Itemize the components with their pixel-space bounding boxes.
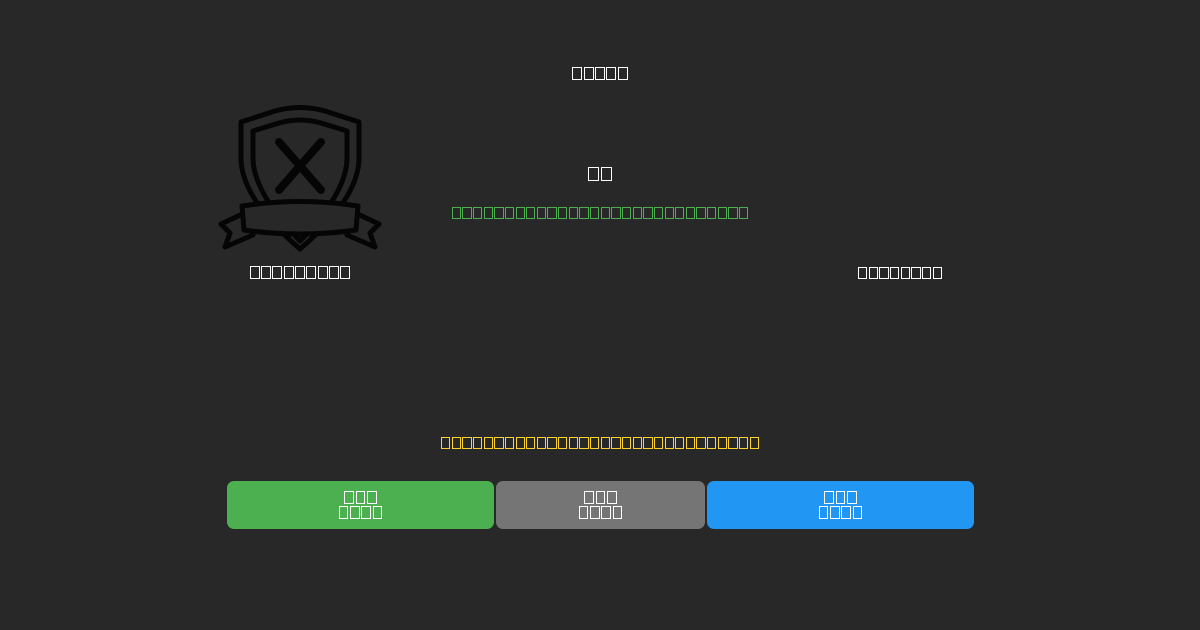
status-message: [0, 204, 1200, 222]
button-label-line1: [343, 490, 377, 505]
gray-action-button[interactable]: [496, 481, 705, 529]
green-action-button[interactable]: [227, 481, 494, 529]
button-label-line2: [578, 505, 623, 520]
blue-action-button[interactable]: [707, 481, 974, 529]
action-button-row: [227, 481, 974, 529]
button-label-line1: [823, 490, 857, 505]
side-label: [830, 264, 970, 282]
section-heading: [0, 164, 1200, 185]
shield-x-badge-icon: [215, 100, 385, 252]
icon-caption: [215, 263, 385, 282]
notice-message: [0, 434, 1200, 452]
button-label-line2: [818, 505, 863, 520]
button-label-line1: [583, 490, 617, 505]
page-title: [0, 64, 1200, 83]
button-label-line2: [338, 505, 383, 520]
